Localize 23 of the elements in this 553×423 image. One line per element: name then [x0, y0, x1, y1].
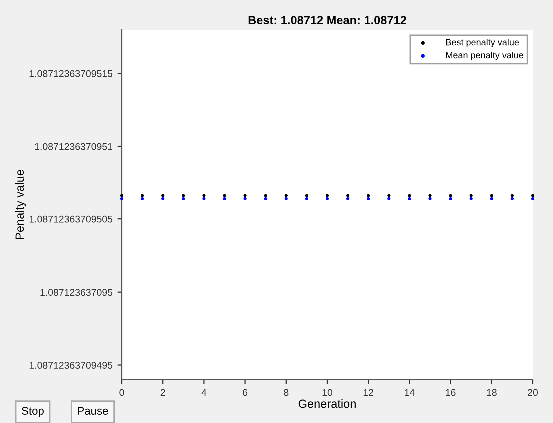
x-tick-label: 10: [322, 389, 333, 396]
x-tick-label: 2: [160, 389, 166, 396]
x-tick-label: 0: [120, 389, 124, 396]
chart-title: Best: 1.08712 Mean: 1.08712: [248, 16, 406, 25]
x-tick-label: 20: [528, 389, 538, 396]
x-tick-label: 6: [243, 389, 248, 396]
y-tick-label: 1.0871236370951: [35, 143, 113, 150]
x-tick-label: 4: [202, 389, 207, 396]
x-tick-label: 12: [364, 389, 374, 396]
y-tick-label: 1.08712363709505: [30, 216, 113, 223]
x-tick-label: 16: [446, 389, 456, 396]
legend-label: Mean penalty value: [446, 52, 524, 60]
x-tick-label: 18: [487, 389, 497, 396]
x-axis-title: Generation: [298, 399, 356, 408]
text: Stop: [22, 407, 44, 418]
y-axis-title: Penalty value: [15, 170, 26, 240]
text: Pause: [78, 407, 108, 415]
y-tick-label: 1.08712363709495: [30, 362, 113, 369]
x-tick-label: 8: [284, 389, 289, 396]
x-tick-label: 14: [405, 389, 415, 396]
y-tick-label: 1.087123637095: [40, 289, 113, 296]
legend-label: Best penalty value: [446, 39, 520, 48]
y-tick-label: 1.08712363709515: [30, 70, 113, 78]
